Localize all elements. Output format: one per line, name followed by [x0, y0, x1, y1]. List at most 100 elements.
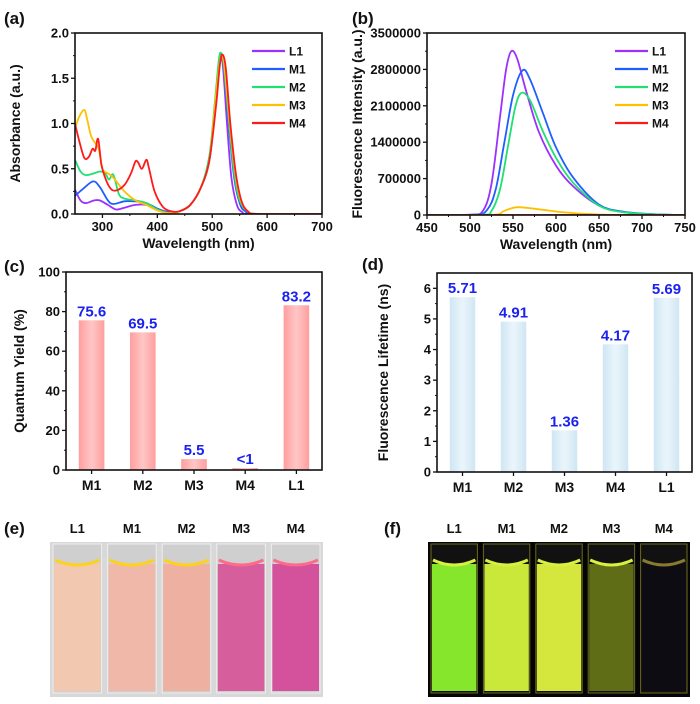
x-category-label: M3: [184, 477, 204, 493]
y-tick-label: 20: [46, 423, 60, 438]
cuvette-label: M2: [550, 521, 568, 536]
cuvette-label: M3: [602, 521, 620, 536]
meniscus: [218, 558, 265, 567]
legend-label: L1: [289, 45, 303, 59]
y-tick-label: 0: [414, 208, 421, 223]
meniscus: [432, 558, 477, 567]
bar-m1: [78, 320, 105, 470]
y-tick-label: 6: [424, 281, 431, 296]
bar-value-label: 69.5: [128, 315, 157, 332]
x-tick-label: 600: [256, 219, 278, 234]
meniscus: [54, 558, 101, 567]
cuvette-solution-m4: [272, 564, 319, 691]
cuvette-solution-m3: [217, 564, 265, 691]
legend-label: M4: [289, 117, 306, 131]
panel-label-b: (b): [352, 9, 374, 28]
bar-value-label: 5.69: [652, 281, 681, 298]
photos: L1 M1 M2 M3 M4 L1 M1 M2 M3 M4: [50, 521, 690, 697]
x-axis-title: Wavelength (nm): [500, 236, 612, 252]
x-category-label: M1: [82, 477, 102, 493]
x-category-label: M4: [235, 477, 255, 493]
meniscus: [272, 558, 319, 567]
cuvette-label: L1: [447, 521, 462, 536]
bar-value-label: 75.6: [77, 303, 106, 320]
bar-m4: [602, 344, 629, 472]
legend-label: M4: [652, 117, 669, 131]
x-category-label: M2: [504, 479, 524, 495]
y-tick-label: 0: [53, 463, 60, 478]
panel-label-d: (d): [362, 255, 384, 274]
y-tick-label: 5: [424, 311, 431, 326]
x-tick-label: 700: [311, 219, 333, 234]
legend-label: M3: [652, 99, 669, 113]
y-axis-title: Fluorescence Lifetime (ns): [375, 284, 391, 461]
panel-label-c: (c): [4, 257, 25, 276]
y-tick-label: 100: [38, 265, 60, 280]
cuvette-solution-m1: [484, 564, 529, 691]
plot-frame: [436, 272, 693, 473]
y-tick-label: 2100000: [370, 98, 421, 113]
x-tick-label: 550: [502, 220, 524, 235]
y-tick-label: 1.0: [51, 116, 69, 131]
bar-value-label: 83.2: [282, 288, 311, 305]
y-axis-title: Absorbance (a.u.): [7, 64, 23, 182]
legend-label: M3: [289, 99, 306, 113]
y-tick-label: 2.0: [51, 26, 69, 41]
x-category-label: L1: [288, 477, 305, 493]
x-category-label: M2: [133, 477, 153, 493]
legend-label: M2: [652, 81, 669, 95]
bar-m3: [551, 430, 578, 472]
x-tick-label: 500: [459, 220, 481, 235]
y-tick-label: 2800000: [370, 62, 421, 77]
meniscus: [537, 558, 581, 567]
legend-label: L1: [652, 45, 666, 59]
bar-m2: [500, 321, 527, 472]
cuvette-label: L1: [70, 521, 85, 536]
x-tick-label: 400: [146, 219, 168, 234]
series-line-m1: [427, 68, 685, 215]
bar-value-label: 4.91: [499, 305, 528, 322]
x-tick-label: 700: [631, 220, 653, 235]
y-tick-label: 0.5: [51, 161, 69, 176]
cuvette-solution-m1: [108, 564, 156, 691]
y-tick-label: 40: [46, 383, 60, 398]
y-axis-title: Fluorescence Intensity (a.u.): [349, 29, 365, 218]
x-tick-label: 500: [201, 219, 223, 234]
x-tick-label: 450: [416, 220, 438, 235]
cuvette-label: M3: [232, 521, 250, 536]
y-tick-label: 0: [424, 465, 431, 480]
bar-value-label: 4.17: [601, 327, 630, 344]
series-line-l1: [427, 49, 685, 215]
x-axis-title: Wavelength (nm): [142, 235, 254, 251]
cuvette-solution-l1: [54, 564, 101, 691]
plot-frame: [74, 32, 323, 215]
cuvette-solution-m2: [536, 564, 582, 691]
x-category-label: L1: [658, 479, 675, 495]
meniscus: [641, 558, 686, 567]
bar-m3: [181, 459, 207, 470]
y-tick-label: 0.0: [51, 207, 69, 222]
meniscus: [163, 558, 210, 567]
y-tick-label: 3500000: [370, 26, 421, 41]
cuvette-label: M2: [177, 521, 195, 536]
plot-frame: [426, 32, 686, 216]
chart-b: 0 700000 1400000 2100000 2800000 3500000 Fluor…: [349, 26, 696, 253]
y-tick-label: 2: [424, 403, 431, 418]
y-tick-label: 1400000: [370, 135, 421, 150]
bar-m4: [232, 468, 258, 470]
cuvette-label: M1: [498, 521, 516, 536]
y-tick-label: 3: [424, 373, 431, 388]
photo-e: L1 M1 M2 M3 M4: [50, 521, 323, 697]
bar-value-label: 5.5: [184, 442, 205, 459]
x-category-label: M1: [453, 479, 473, 495]
x-tick-label: 650: [588, 220, 610, 235]
x-tick-label: 600: [545, 220, 567, 235]
cuvette-solution-m3: [589, 564, 634, 691]
bar-value-label: 1.36: [550, 413, 579, 430]
cuvette-label: M4: [655, 521, 674, 536]
panel-label-e: (e): [4, 519, 25, 538]
x-category-label: M4: [606, 479, 626, 495]
legend-label: M2: [289, 81, 306, 95]
panel-label-f: (f): [384, 519, 401, 538]
